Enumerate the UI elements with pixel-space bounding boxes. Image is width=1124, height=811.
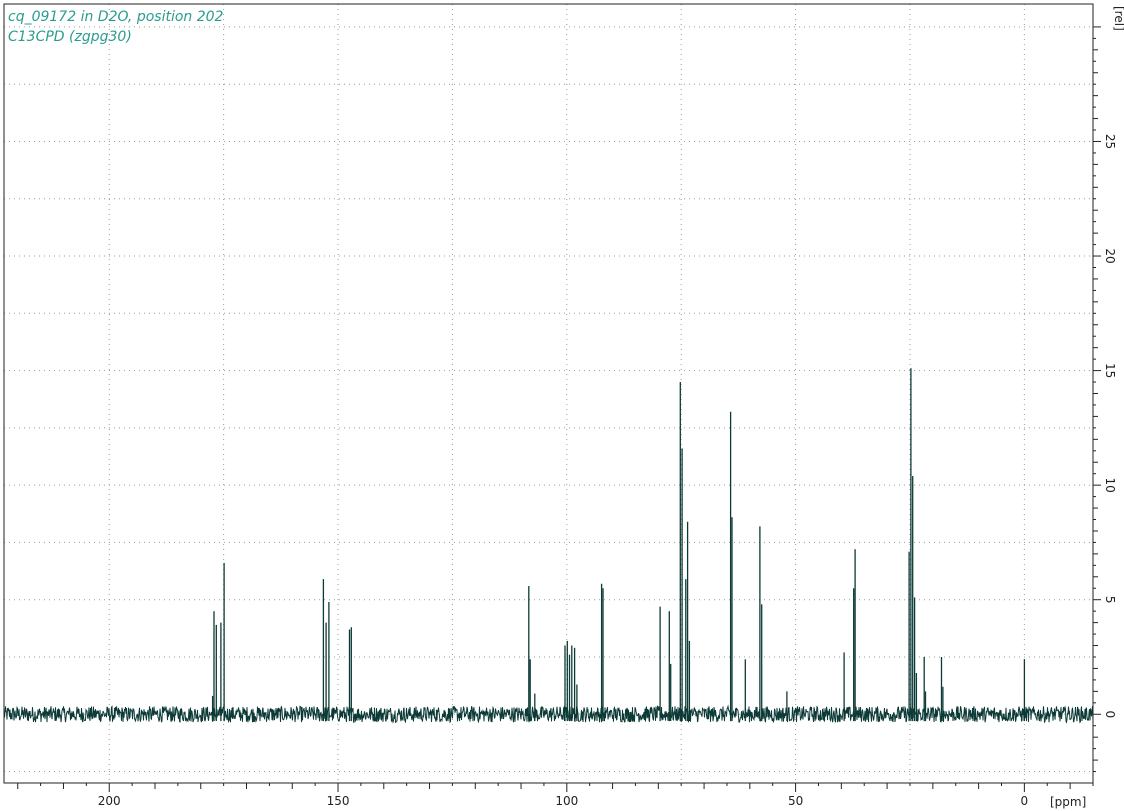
x-tick-label: 0 [1021,794,1029,808]
x-tick-label: 150 [327,794,350,808]
y-tick-label: 20 [1103,248,1117,263]
x-tick-label: 100 [555,794,578,808]
y-tick-label: 0 [1103,710,1117,718]
y-tick-label: 5 [1103,596,1117,604]
spectrum-subtitle: C13CPD (zgpg30) [8,29,132,45]
y-tick-label: 15 [1103,363,1117,378]
y-axis-unit-label: [rel] [1112,6,1124,31]
x-tick-label: 50 [788,794,803,808]
y-axis-ticks: 0 5 10 15 20 25 [1093,26,1117,773]
x-axis-unit-label: [ppm] [1050,795,1086,809]
x-tick-label: 200 [98,794,121,808]
spectrum-trace [3,368,1094,724]
y-tick-label: 25 [1103,134,1117,149]
spectrum-title: cq_09172 in D2O, position 202 [8,9,224,25]
x-axis-ticks: 200 150 100 50 0 [17,783,1094,808]
y-tick-label: 10 [1103,477,1117,492]
